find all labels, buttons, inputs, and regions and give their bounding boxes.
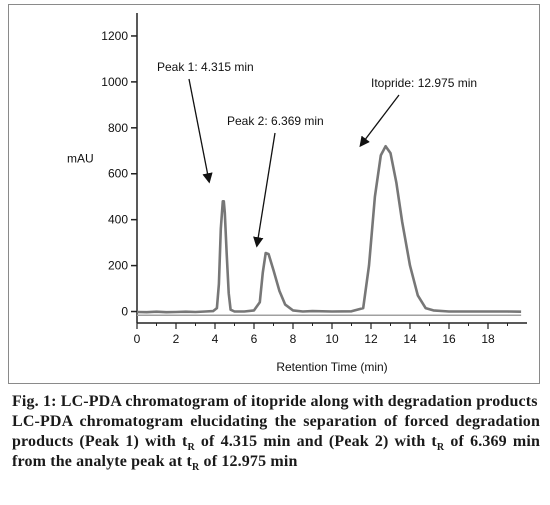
x-tick-label: 16: [442, 332, 456, 346]
y-axis-title: mAU: [67, 151, 94, 165]
caption-description: LC-PDA chromatogram elucidating the sepa…: [12, 412, 541, 474]
caption-desc-part-1: LC-PDA chromatogram elucidating the sepa…: [12, 413, 540, 450]
caption-desc-part-3: of 6.369 min from the analyte peak at t: [12, 433, 541, 470]
y-tick-label: 200: [108, 259, 128, 273]
y-tick-label: 600: [108, 167, 128, 181]
x-tick-label: 8: [290, 332, 297, 346]
x-tick-label: 0: [134, 332, 141, 346]
x-tick-label: 18: [481, 332, 495, 346]
caption-sub-2: R: [436, 442, 445, 454]
caption-desc-part-2: of 4.315 min and (Peak 2) with t: [194, 433, 437, 450]
caption-title: Fig. 1: LC-PDA chromatogram of itopride …: [12, 393, 538, 410]
figure-caption: Fig. 1: LC-PDA chromatogram of itopride …: [12, 392, 541, 474]
y-tick-label: 400: [108, 213, 128, 227]
x-axis-title: Retention Time (min): [276, 360, 387, 374]
chromatogram-chart: 0 200 400 600 800 1000 1200 0 2 4 6 8 10 12 14 16 18 Rete…: [67, 13, 527, 374]
y-tick-label: 1200: [101, 29, 128, 43]
peak-annotation-label: Peak 2: 6.369 min: [227, 114, 324, 128]
chromatogram-trace-1: [136, 144, 522, 314]
x-tick-label: 4: [212, 332, 219, 346]
x-tick-label: 2: [173, 332, 180, 346]
caption-sub-1: R: [187, 442, 195, 454]
y-tick-label: 800: [108, 121, 128, 135]
y-tick-label: 0: [121, 305, 128, 319]
peak-annotation-arrow: [253, 132, 276, 248]
peak-annotation-label: Peak 1: 4.315 min: [157, 60, 254, 74]
x-tick-label: 10: [325, 332, 339, 346]
y-tick-label: 1000: [101, 75, 128, 89]
x-tick-label: 12: [364, 332, 378, 346]
x-tick-label: 14: [403, 332, 417, 346]
caption-desc-part-4: of 12.975 min: [199, 453, 298, 470]
peak-annotation-arrow: [359, 94, 400, 148]
x-tick-label: 6: [251, 332, 258, 346]
peak-annotation-arrow: [188, 78, 213, 184]
chart-panel: 0 200 400 600 800 1000 1200 0 2 4 6 8 10 12 14 16 18 Rete…: [8, 4, 540, 384]
peak-annotation-label: Itopride: 12.975 min: [371, 76, 477, 90]
caption-sub-3: R: [192, 462, 200, 474]
